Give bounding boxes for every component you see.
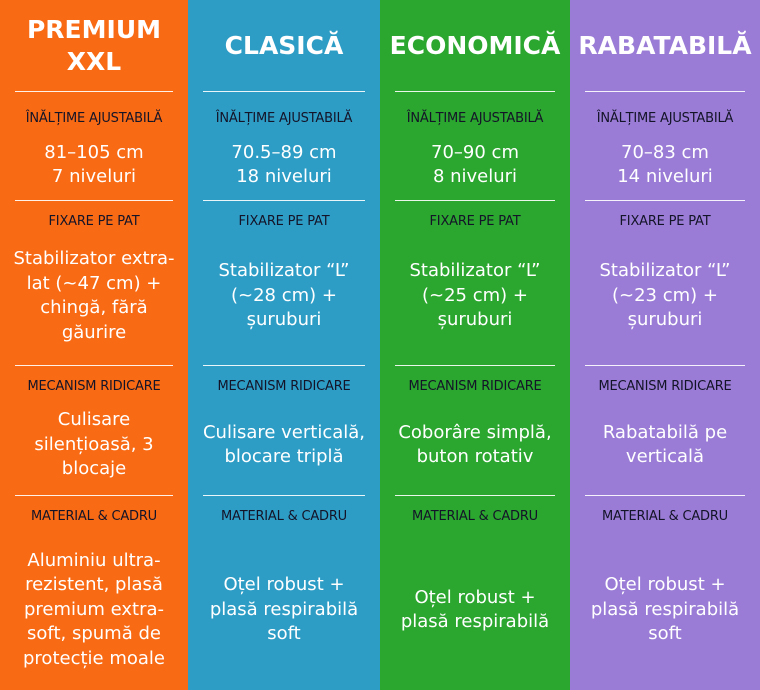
label-height: ÎNĂLȚIME AJUSTABILĂ <box>406 110 544 126</box>
label-material: MATERIAL & CADRU <box>31 508 157 524</box>
label-mechanism: MECANISM RIDICARE <box>27 378 161 394</box>
label-fixing: FIXARE PE PAT <box>48 213 140 229</box>
column-title: CLASICĂ <box>224 30 344 60</box>
value-fixing: Stabilizator “L” (~28 cm) + șuruburi <box>218 260 350 331</box>
value-material: Oțel robust + plasă respirabilă soft <box>209 574 359 645</box>
divider <box>585 365 745 366</box>
column-premium-xxl: PREMIUM XXL ÎNĂLȚIME AJUSTABILĂ 81–105 c… <box>0 0 188 690</box>
label-material: MATERIAL & CADRU <box>221 508 347 524</box>
label-fixing: FIXARE PE PAT <box>619 213 711 229</box>
value-mechanism: Coborâre simplă, buton rotativ <box>398 421 552 468</box>
divider <box>203 91 365 92</box>
label-mechanism: MECANISM RIDICARE <box>598 378 732 394</box>
column-economica: ECONOMICĂ ÎNĂLȚIME AJUSTABILĂ 70–90 cm 8… <box>380 0 570 690</box>
label-material: MATERIAL & CADRU <box>602 508 728 524</box>
label-mechanism: MECANISM RIDICARE <box>217 378 351 394</box>
value-height: 70–90 cm 8 niveluri <box>431 141 519 188</box>
label-fixing: FIXARE PE PAT <box>429 213 521 229</box>
label-height: ÎNĂLȚIME AJUSTABILĂ <box>25 110 163 126</box>
column-title: PREMIUM XXL <box>26 14 161 76</box>
divider <box>15 200 173 201</box>
divider <box>585 200 745 201</box>
divider <box>203 365 365 366</box>
divider <box>395 365 555 366</box>
label-fixing: FIXARE PE PAT <box>238 213 330 229</box>
divider <box>395 495 555 496</box>
value-mechanism: Culisare silențioasă, 3 blocaje <box>34 409 154 480</box>
divider <box>585 91 745 92</box>
value-fixing: Stabilizator “L” (~23 cm) + șuruburi <box>599 260 731 331</box>
value-fixing: Stabilizator “L” (~25 cm) + șuruburi <box>409 260 541 331</box>
value-height: 70.5–89 cm 18 niveluri <box>231 141 337 188</box>
value-mechanism: Culisare verticală, blocare triplă <box>202 421 366 468</box>
divider <box>15 365 173 366</box>
value-mechanism: Rabatabilă pe verticală <box>602 421 728 468</box>
label-mechanism: MECANISM RIDICARE <box>408 378 542 394</box>
column-rabatabila: RABATABILĂ ÎNĂLȚIME AJUSTABILĂ 70–83 cm … <box>570 0 760 690</box>
column-clasica: CLASICĂ ÎNĂLȚIME AJUSTABILĂ 70.5–89 cm 1… <box>188 0 380 690</box>
divider <box>203 495 365 496</box>
label-material: MATERIAL & CADRU <box>412 508 538 524</box>
value-height: 70–83 cm 14 niveluri <box>617 141 713 188</box>
divider <box>15 495 173 496</box>
column-title: ECONOMICĂ <box>389 30 561 60</box>
value-material: Oțel robust + plasă respirabilă <box>400 586 550 633</box>
divider <box>395 91 555 92</box>
divider <box>585 495 745 496</box>
value-material: Oțel robust + plasă respirabilă soft <box>590 574 740 645</box>
label-height: ÎNĂLȚIME AJUSTABILĂ <box>596 110 734 126</box>
value-material: Aluminiu ultra-rezistent, plasă premium … <box>23 549 165 669</box>
value-height: 81–105 cm 7 niveluri <box>44 141 144 188</box>
column-title: RABATABILĂ <box>578 30 752 60</box>
divider <box>203 200 365 201</box>
divider <box>395 200 555 201</box>
value-fixing: Stabilizator extra-lat (~47 cm) + chingă… <box>13 248 175 343</box>
label-height: ÎNĂLȚIME AJUSTABILĂ <box>215 110 353 126</box>
divider <box>15 91 173 92</box>
